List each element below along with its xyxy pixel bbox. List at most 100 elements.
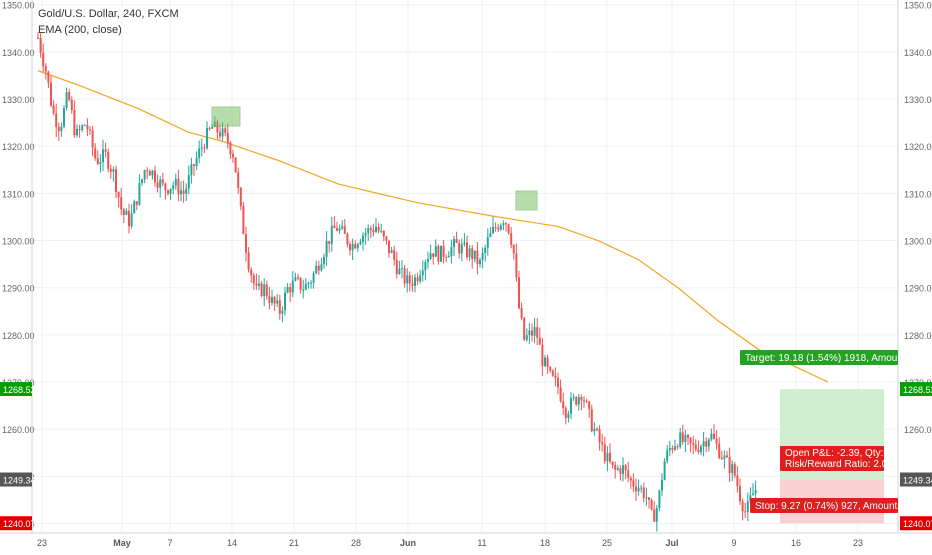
price-badge-left-label: 1240.07: [3, 519, 36, 529]
price-tick-label-right: 1280.00: [904, 331, 932, 341]
candle-body: [520, 308, 523, 318]
date-tick-label: May: [113, 538, 131, 548]
candle-body: [193, 164, 195, 167]
candle-body: [65, 92, 68, 109]
candle-body: [707, 439, 710, 447]
candle-body: [286, 287, 289, 293]
price-tick-label-right: 1330.00: [904, 95, 932, 105]
price-badge-right: [900, 382, 932, 397]
candle-body: [70, 99, 73, 110]
candle-body: [284, 292, 286, 311]
candle-body: [440, 245, 442, 262]
candle-body: [421, 270, 424, 276]
price-badge-right: [900, 516, 932, 531]
candle-body: [445, 257, 448, 259]
price-badge-left: [0, 472, 32, 487]
price-tick-label-right: 1340.00: [904, 48, 932, 58]
candle-body: [338, 228, 341, 231]
candle-body: [505, 223, 507, 225]
candle-body: [668, 447, 671, 451]
candle-body: [390, 250, 393, 253]
candle-body: [676, 446, 679, 448]
candle-body: [567, 413, 570, 418]
candle-body: [310, 282, 312, 284]
candle-body: [653, 509, 656, 522]
candle-body: [112, 169, 115, 172]
candle-body: [187, 175, 190, 189]
candle-body: [507, 224, 510, 234]
price-tick-label-right: 1290.00: [904, 284, 932, 294]
candle-body: [603, 444, 606, 462]
candle-body: [741, 501, 744, 512]
candle-body: [609, 452, 611, 462]
candle-body: [658, 490, 661, 509]
candle-body: [492, 226, 494, 234]
candle-body: [528, 330, 531, 336]
candle-body: [177, 178, 180, 195]
candle-body: [588, 401, 591, 410]
price-badge-right-label: 1240.07: [903, 519, 932, 529]
candle-body: [471, 248, 474, 260]
candle-body: [169, 188, 172, 194]
candle-body: [216, 121, 219, 133]
price-badge-right: [900, 472, 932, 487]
candle-body: [180, 190, 182, 195]
candle-body: [151, 170, 154, 176]
candle-body: [585, 400, 588, 402]
open-pnl-label-bg: [780, 446, 884, 460]
candle-body: [720, 458, 723, 460]
candle-body: [237, 172, 240, 188]
candle-body: [494, 226, 497, 228]
price-tick-label-left: 1320.00: [2, 142, 35, 152]
candle-body: [614, 465, 617, 470]
candle-body: [419, 275, 422, 282]
candle-body: [442, 245, 445, 258]
candle-body: [572, 397, 575, 399]
price-badge-right-label: 1268.52: [903, 385, 932, 395]
candle-body: [125, 210, 128, 215]
candle-body: [473, 250, 476, 260]
candle-body: [479, 259, 481, 265]
candle-body: [57, 127, 60, 132]
candle-body: [226, 132, 229, 143]
candle-body: [42, 52, 45, 67]
risk-reward-label: Risk/Reward Ratio: 2.07: [785, 459, 893, 470]
date-tick-label: 9: [731, 538, 736, 548]
candle-body: [317, 265, 320, 271]
candle-body: [351, 244, 354, 251]
candle-body: [375, 227, 377, 232]
candle-body: [484, 247, 487, 254]
candle-body: [341, 226, 344, 229]
candle-body: [148, 170, 151, 176]
date-tick-label: 7: [167, 538, 172, 548]
candle-body: [674, 446, 676, 450]
candle-body: [702, 441, 705, 447]
candle-body: [575, 397, 578, 405]
candle-body: [388, 240, 390, 253]
candle-body: [39, 37, 42, 53]
candle-body: [195, 158, 198, 167]
candle-body: [232, 154, 234, 158]
candle-body: [622, 465, 624, 474]
candle-body: [320, 264, 323, 271]
candle-body: [697, 449, 700, 453]
candle-body: [655, 508, 658, 522]
candle-body: [408, 275, 411, 284]
candle-body: [343, 226, 346, 234]
candle-body: [172, 185, 175, 189]
ema-touch-box: [211, 106, 241, 127]
candle-body: [486, 237, 489, 248]
candle-body: [476, 250, 479, 265]
candle-body: [700, 446, 702, 453]
price-tick-label-right: 1350.00: [904, 1, 932, 11]
candle-body: [541, 344, 544, 367]
candle-body: [117, 192, 120, 198]
candle-body: [83, 125, 86, 127]
candle-body: [263, 284, 266, 296]
candle-body: [536, 327, 539, 338]
candle-body: [411, 283, 414, 286]
candle-body: [679, 432, 682, 447]
candle-body: [731, 464, 734, 474]
